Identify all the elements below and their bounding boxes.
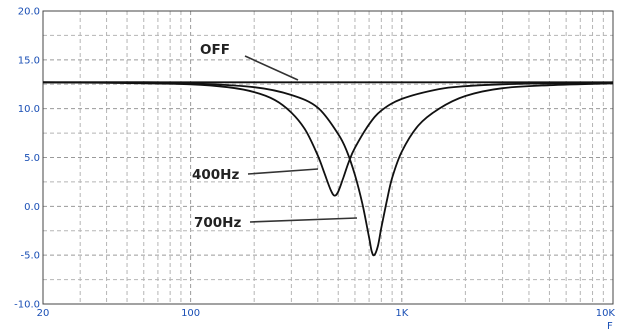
400hz-pointer: [247, 168, 319, 175]
x-tick-label: 100: [181, 308, 200, 319]
series-700hz-line: [42, 81, 614, 257]
400hz-annotation: 400Hz: [192, 167, 239, 183]
700hz-annotation: 700Hz: [194, 215, 241, 231]
y-tick-label: 15.0: [18, 55, 40, 66]
x-tick-label: 10K: [596, 308, 616, 319]
grid: [43, 11, 613, 304]
off-pointer: [244, 55, 299, 81]
y-tick-label: -10.0: [14, 300, 40, 311]
x-tick-label: 20: [37, 308, 50, 319]
plot-frame: [42, 10, 614, 305]
series-curves: [42, 81, 614, 257]
annotations: OFF 400Hz 700Hz: [192, 42, 358, 231]
y-tick-label: 10.0: [18, 104, 40, 115]
x-axis-label: F: [607, 321, 613, 332]
y-tick-label: 5.0: [24, 153, 40, 164]
y-tick-label: 0.0: [24, 202, 40, 213]
off-annotation: OFF: [200, 42, 230, 58]
y-tick-label: 20.0: [18, 7, 40, 18]
y-tick-labels: 20.0 15.0 10.0 5.0 0.0 -5.0 -10.0: [14, 7, 40, 311]
x-tick-label: 1K: [395, 308, 408, 319]
x-tick-labels: 20 100 1K 10K: [37, 308, 616, 319]
y-tick-label: -5.0: [20, 251, 40, 262]
700hz-pointer: [249, 217, 358, 223]
series-400hz-line: [42, 81, 614, 197]
